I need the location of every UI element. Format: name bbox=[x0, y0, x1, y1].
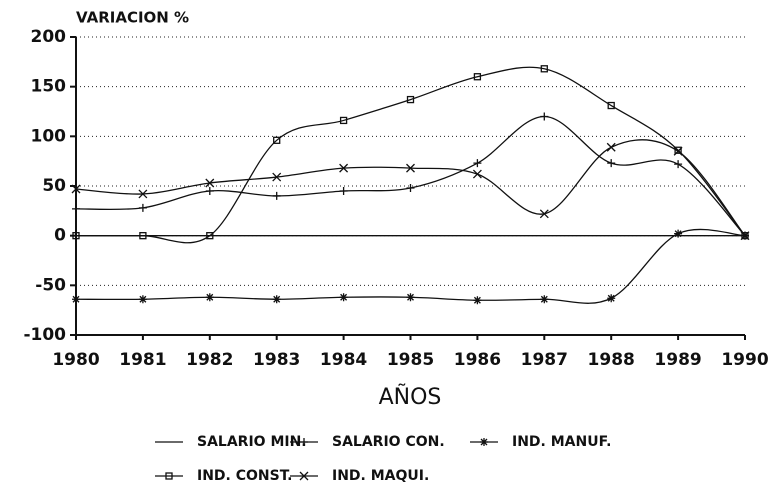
marker bbox=[480, 438, 488, 446]
marker bbox=[300, 438, 308, 446]
marker bbox=[72, 295, 80, 304]
marker bbox=[607, 294, 616, 303]
legend-item: IND. MANUF. bbox=[470, 434, 611, 450]
x-tick-label: 1989 bbox=[654, 350, 701, 370]
marker bbox=[406, 95, 415, 104]
legend-item: SALARIO CON. bbox=[290, 434, 445, 450]
marker bbox=[473, 296, 482, 305]
marker bbox=[741, 232, 749, 240]
chart-title: VARIACION % bbox=[76, 9, 189, 27]
y-tick-label: 0 bbox=[54, 226, 66, 246]
legend-label: IND. MANUF. bbox=[512, 434, 611, 450]
marker bbox=[206, 232, 214, 240]
legend-item: IND. MAQUI. bbox=[290, 468, 429, 484]
y-tick-label: -50 bbox=[35, 275, 66, 295]
marker bbox=[674, 160, 683, 169]
marker bbox=[299, 471, 309, 481]
marker bbox=[272, 172, 282, 182]
marker bbox=[673, 146, 683, 156]
marker bbox=[205, 293, 214, 302]
marker bbox=[205, 186, 214, 195]
marker bbox=[339, 163, 349, 173]
y-tick-label: 200 bbox=[31, 27, 67, 47]
x-tick-label: 1981 bbox=[119, 350, 166, 370]
x-tick-label: 1987 bbox=[521, 350, 568, 370]
marker bbox=[473, 73, 482, 81]
series-line bbox=[75, 139, 746, 237]
x-tick-label: 1982 bbox=[186, 350, 233, 370]
y-tick-label: 150 bbox=[31, 77, 67, 97]
x-tick-label: 1988 bbox=[588, 350, 635, 370]
series-line bbox=[75, 228, 746, 304]
legend-label: IND. CONST. bbox=[197, 468, 292, 484]
y-tick-label: -100 bbox=[23, 325, 66, 345]
marker bbox=[607, 101, 615, 110]
marker bbox=[165, 472, 173, 480]
marker bbox=[272, 191, 281, 200]
series-line bbox=[75, 66, 746, 244]
marker bbox=[205, 178, 215, 188]
series-group bbox=[72, 112, 749, 240]
marker bbox=[139, 232, 147, 240]
x-axis-label: AÑOS bbox=[379, 383, 442, 410]
x-tick-label: 1986 bbox=[454, 350, 501, 370]
marker bbox=[339, 293, 348, 302]
series-group bbox=[71, 139, 750, 241]
marker bbox=[406, 163, 415, 173]
marker bbox=[539, 209, 549, 219]
marker bbox=[71, 184, 81, 194]
marker bbox=[540, 65, 548, 73]
marker bbox=[339, 186, 348, 195]
marker bbox=[72, 204, 80, 213]
legend-item: IND. CONST. bbox=[155, 468, 292, 484]
legend-label: IND. MAQUI. bbox=[332, 468, 429, 484]
y-tick-label: 100 bbox=[31, 126, 67, 146]
marker bbox=[606, 142, 616, 152]
marker bbox=[740, 231, 750, 241]
marker bbox=[406, 183, 415, 192]
marker bbox=[607, 159, 616, 168]
marker bbox=[138, 189, 148, 199]
marker bbox=[540, 295, 549, 304]
marker bbox=[272, 295, 281, 304]
x-tick-label: 1984 bbox=[320, 350, 367, 370]
marker bbox=[339, 116, 348, 125]
x-tick-label: 1985 bbox=[387, 350, 434, 370]
series-group bbox=[72, 65, 749, 244]
marker bbox=[540, 112, 549, 121]
x-tick-label: 1990 bbox=[721, 350, 768, 370]
legend-item: SALARIO MIN. bbox=[155, 434, 307, 450]
legend-label: SALARIO CON. bbox=[332, 434, 445, 450]
series-line bbox=[75, 115, 746, 237]
marker bbox=[273, 136, 281, 144]
marker bbox=[473, 159, 482, 168]
y-tick-label: 50 bbox=[42, 176, 66, 196]
x-tick-label: 1983 bbox=[253, 350, 300, 370]
marker bbox=[138, 295, 147, 304]
marker bbox=[406, 293, 415, 302]
legend-label: SALARIO MIN. bbox=[197, 434, 307, 450]
marker bbox=[138, 203, 147, 212]
marker bbox=[674, 229, 683, 238]
x-tick-label: 1980 bbox=[52, 350, 99, 370]
marker bbox=[472, 169, 482, 179]
marker bbox=[674, 146, 682, 154]
marker bbox=[72, 232, 80, 240]
